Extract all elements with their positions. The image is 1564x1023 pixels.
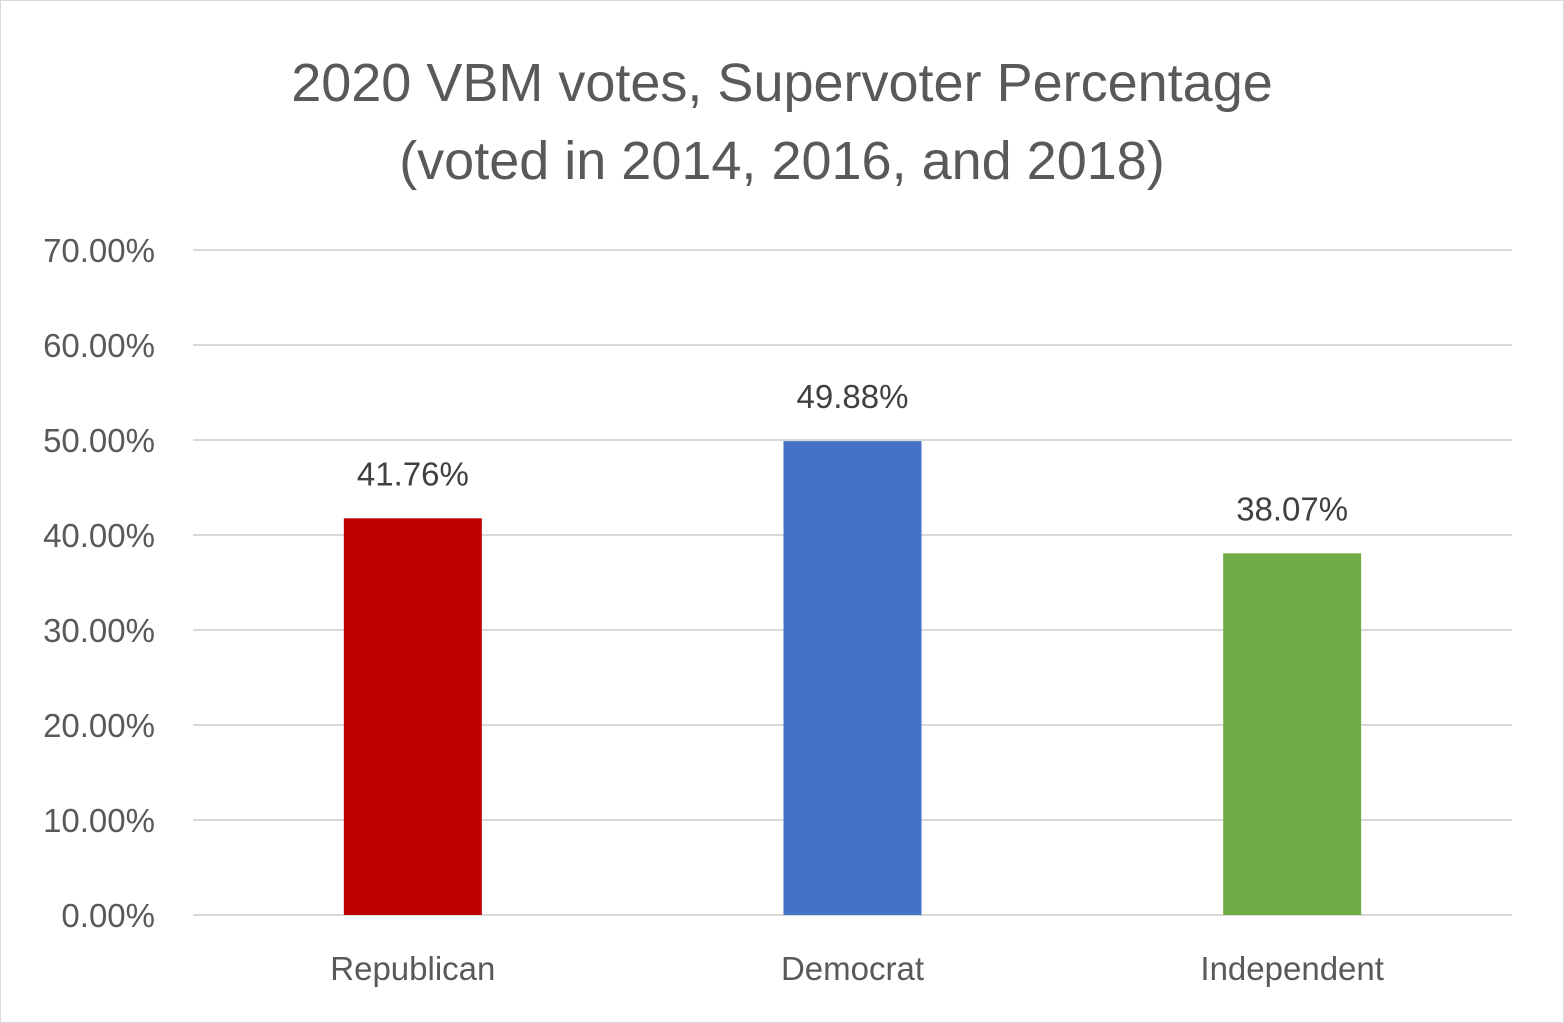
y-tick-label: 30.00% [43, 612, 155, 649]
bars [343, 441, 1362, 915]
data-label-republican: 41.76% [357, 455, 469, 492]
y-tick-label: 50.00% [43, 422, 155, 459]
chart-title: 2020 VBM votes, Supervoter Percentage (v… [0, 44, 1564, 200]
chart-title-line-2: (voted in 2014, 2016, and 2018) [399, 131, 1165, 191]
y-tick-label: 20.00% [43, 707, 155, 744]
bar-democrat [783, 441, 922, 915]
y-tick-label: 70.00% [43, 232, 155, 269]
x-tick-label-democrat: Democrat [781, 950, 924, 987]
chart-title-line-1: 2020 VBM votes, Supervoter Percentage [291, 53, 1273, 113]
data-labels: 41.76% 49.88% 38.07% [357, 378, 1348, 527]
y-tick-label: 10.00% [43, 802, 155, 839]
data-label-democrat: 49.88% [797, 378, 909, 415]
data-label-independent: 38.07% [1236, 490, 1348, 527]
bar-republican [343, 518, 482, 915]
x-axis-ticks: Republican Democrat Independent [330, 950, 1384, 987]
y-axis-ticks: 0.00% 10.00% 20.00% 30.00% 40.00% 50.00% 60.00… [43, 232, 155, 934]
y-tick-label: 0.00% [61, 897, 155, 934]
y-tick-label: 40.00% [43, 517, 155, 554]
x-tick-label-independent: Independent [1200, 950, 1384, 987]
x-tick-label-republican: Republican [330, 950, 495, 987]
y-tick-label: 60.00% [43, 327, 155, 364]
bar-independent [1223, 553, 1362, 915]
